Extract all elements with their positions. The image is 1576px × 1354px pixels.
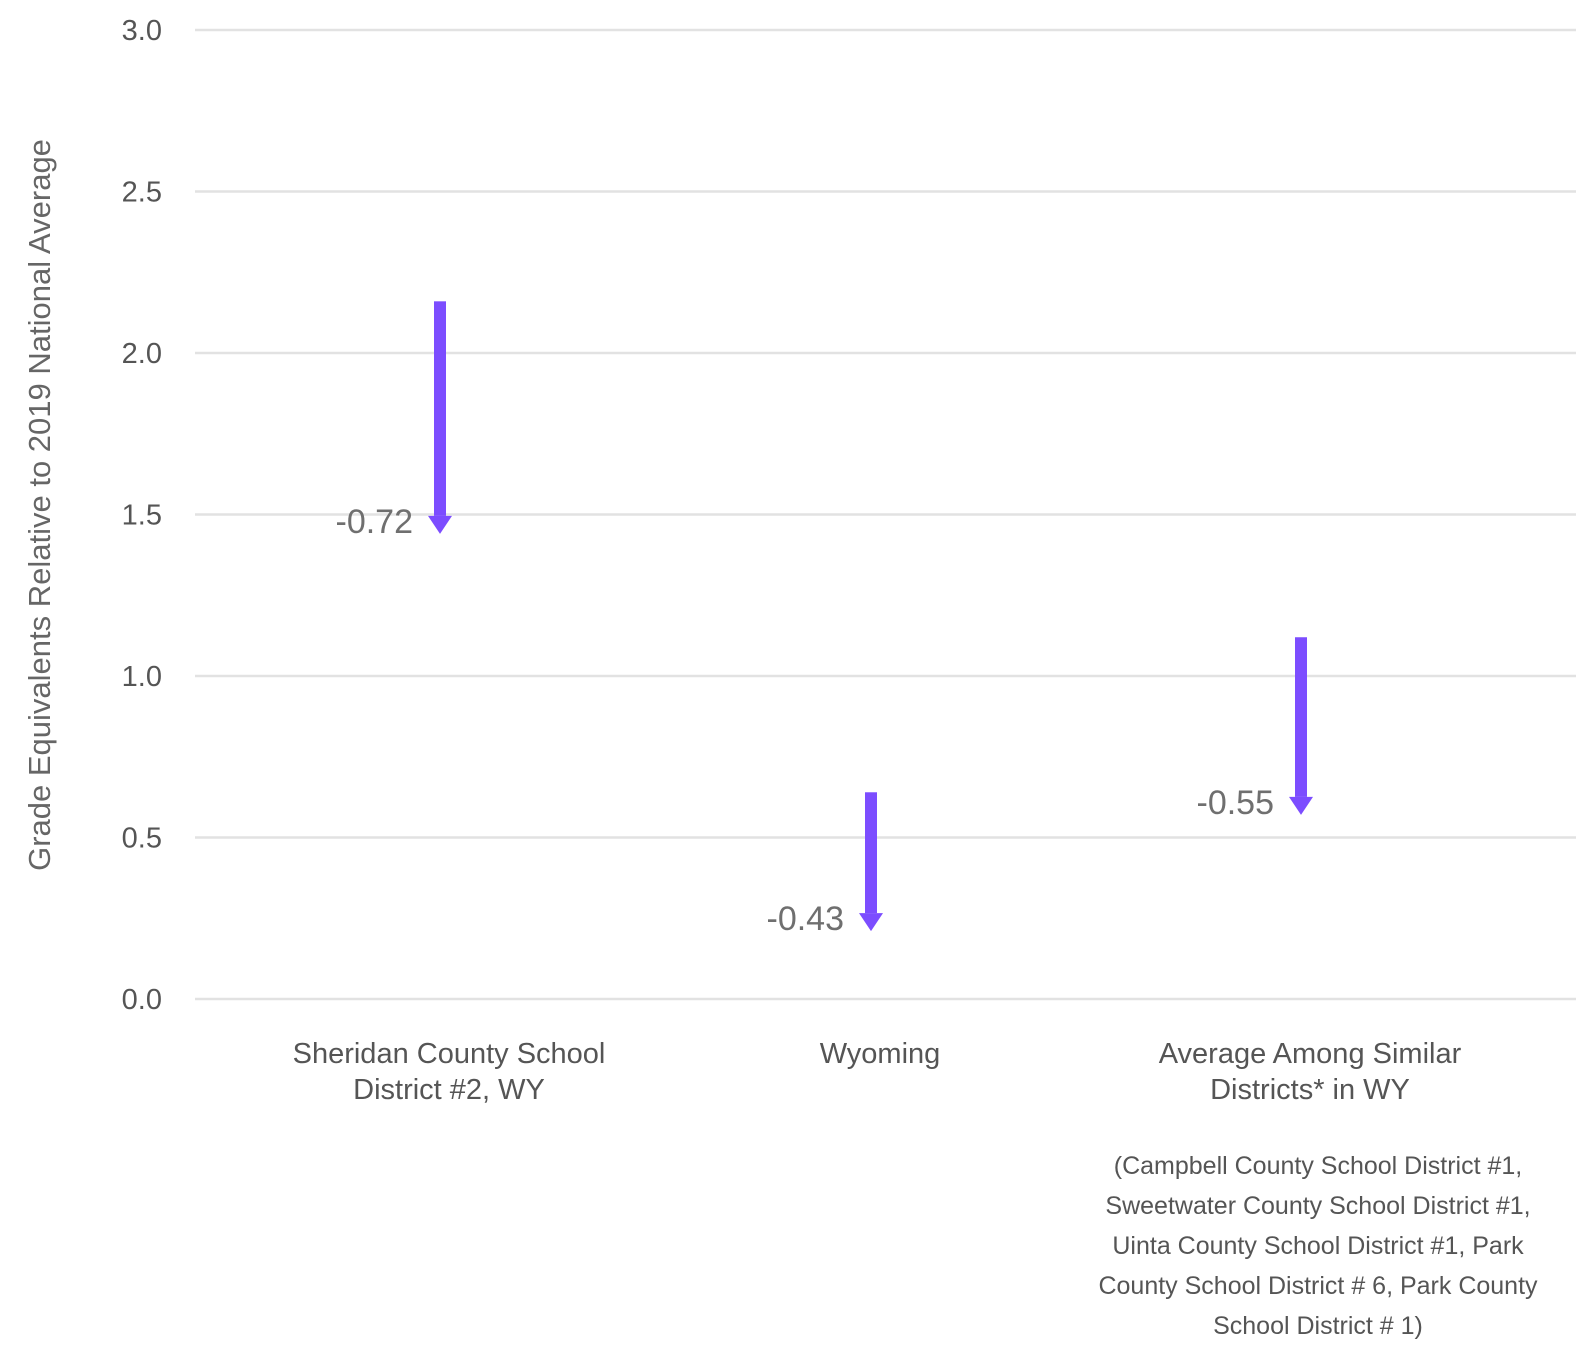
note-line: School District # 1) xyxy=(1213,1312,1423,1340)
change-label: -0.55 xyxy=(1197,784,1275,822)
similar-districts-note: (Campbell County School District #1, Swee… xyxy=(1098,1152,1538,1340)
arrow-shaft xyxy=(434,301,446,516)
arrow-head xyxy=(1289,796,1313,815)
arrows: -0.72 -0.43 -0.55 xyxy=(336,301,1313,938)
arrow-shaft xyxy=(865,792,877,914)
note-line: Sweetwater County School District #1, xyxy=(1105,1192,1530,1220)
y-tick-label: 2.0 xyxy=(122,338,162,370)
arrow-mark xyxy=(859,792,883,932)
y-tick-label: 3.0 xyxy=(122,15,162,47)
note-line: (Campbell County School District #1, xyxy=(1114,1152,1523,1180)
y-tick-label: 0.0 xyxy=(122,984,162,1016)
y-axis-ticks: 0.0 0.5 1.0 1.5 2.0 2.5 3.0 xyxy=(122,15,162,1016)
y-tick-label: 0.5 xyxy=(122,823,162,855)
arrow-shaft xyxy=(1295,637,1307,797)
y-tick-label: 2.5 xyxy=(122,177,162,209)
change-label: -0.43 xyxy=(767,900,845,938)
y-tick-label: 1.5 xyxy=(122,500,162,532)
y-axis-label: Grade Equivalents Relative to 2019 Natio… xyxy=(22,139,57,871)
arrow-mark xyxy=(428,301,452,534)
x-category-label: Wyoming xyxy=(820,1038,941,1070)
x-category-label: District #2, WY xyxy=(353,1074,545,1106)
arrow-head xyxy=(859,913,883,932)
x-category-label: Average Among Similar xyxy=(1159,1038,1462,1070)
note-line: County School District # 6, Park County xyxy=(1098,1272,1538,1300)
note-line: Uinta County School District #1, Park xyxy=(1112,1232,1524,1260)
x-axis-categories: Sheridan County School District #2, WY Wyo… xyxy=(293,1038,1462,1106)
arrow-head xyxy=(428,515,452,534)
gridlines xyxy=(195,28,1576,1001)
x-category-label: Sheridan County School xyxy=(293,1038,606,1070)
x-category-label: Districts* in WY xyxy=(1210,1074,1410,1106)
arrow-mark xyxy=(1289,637,1313,815)
change-label: -0.72 xyxy=(336,503,414,541)
y-tick-label: 1.0 xyxy=(122,661,162,693)
